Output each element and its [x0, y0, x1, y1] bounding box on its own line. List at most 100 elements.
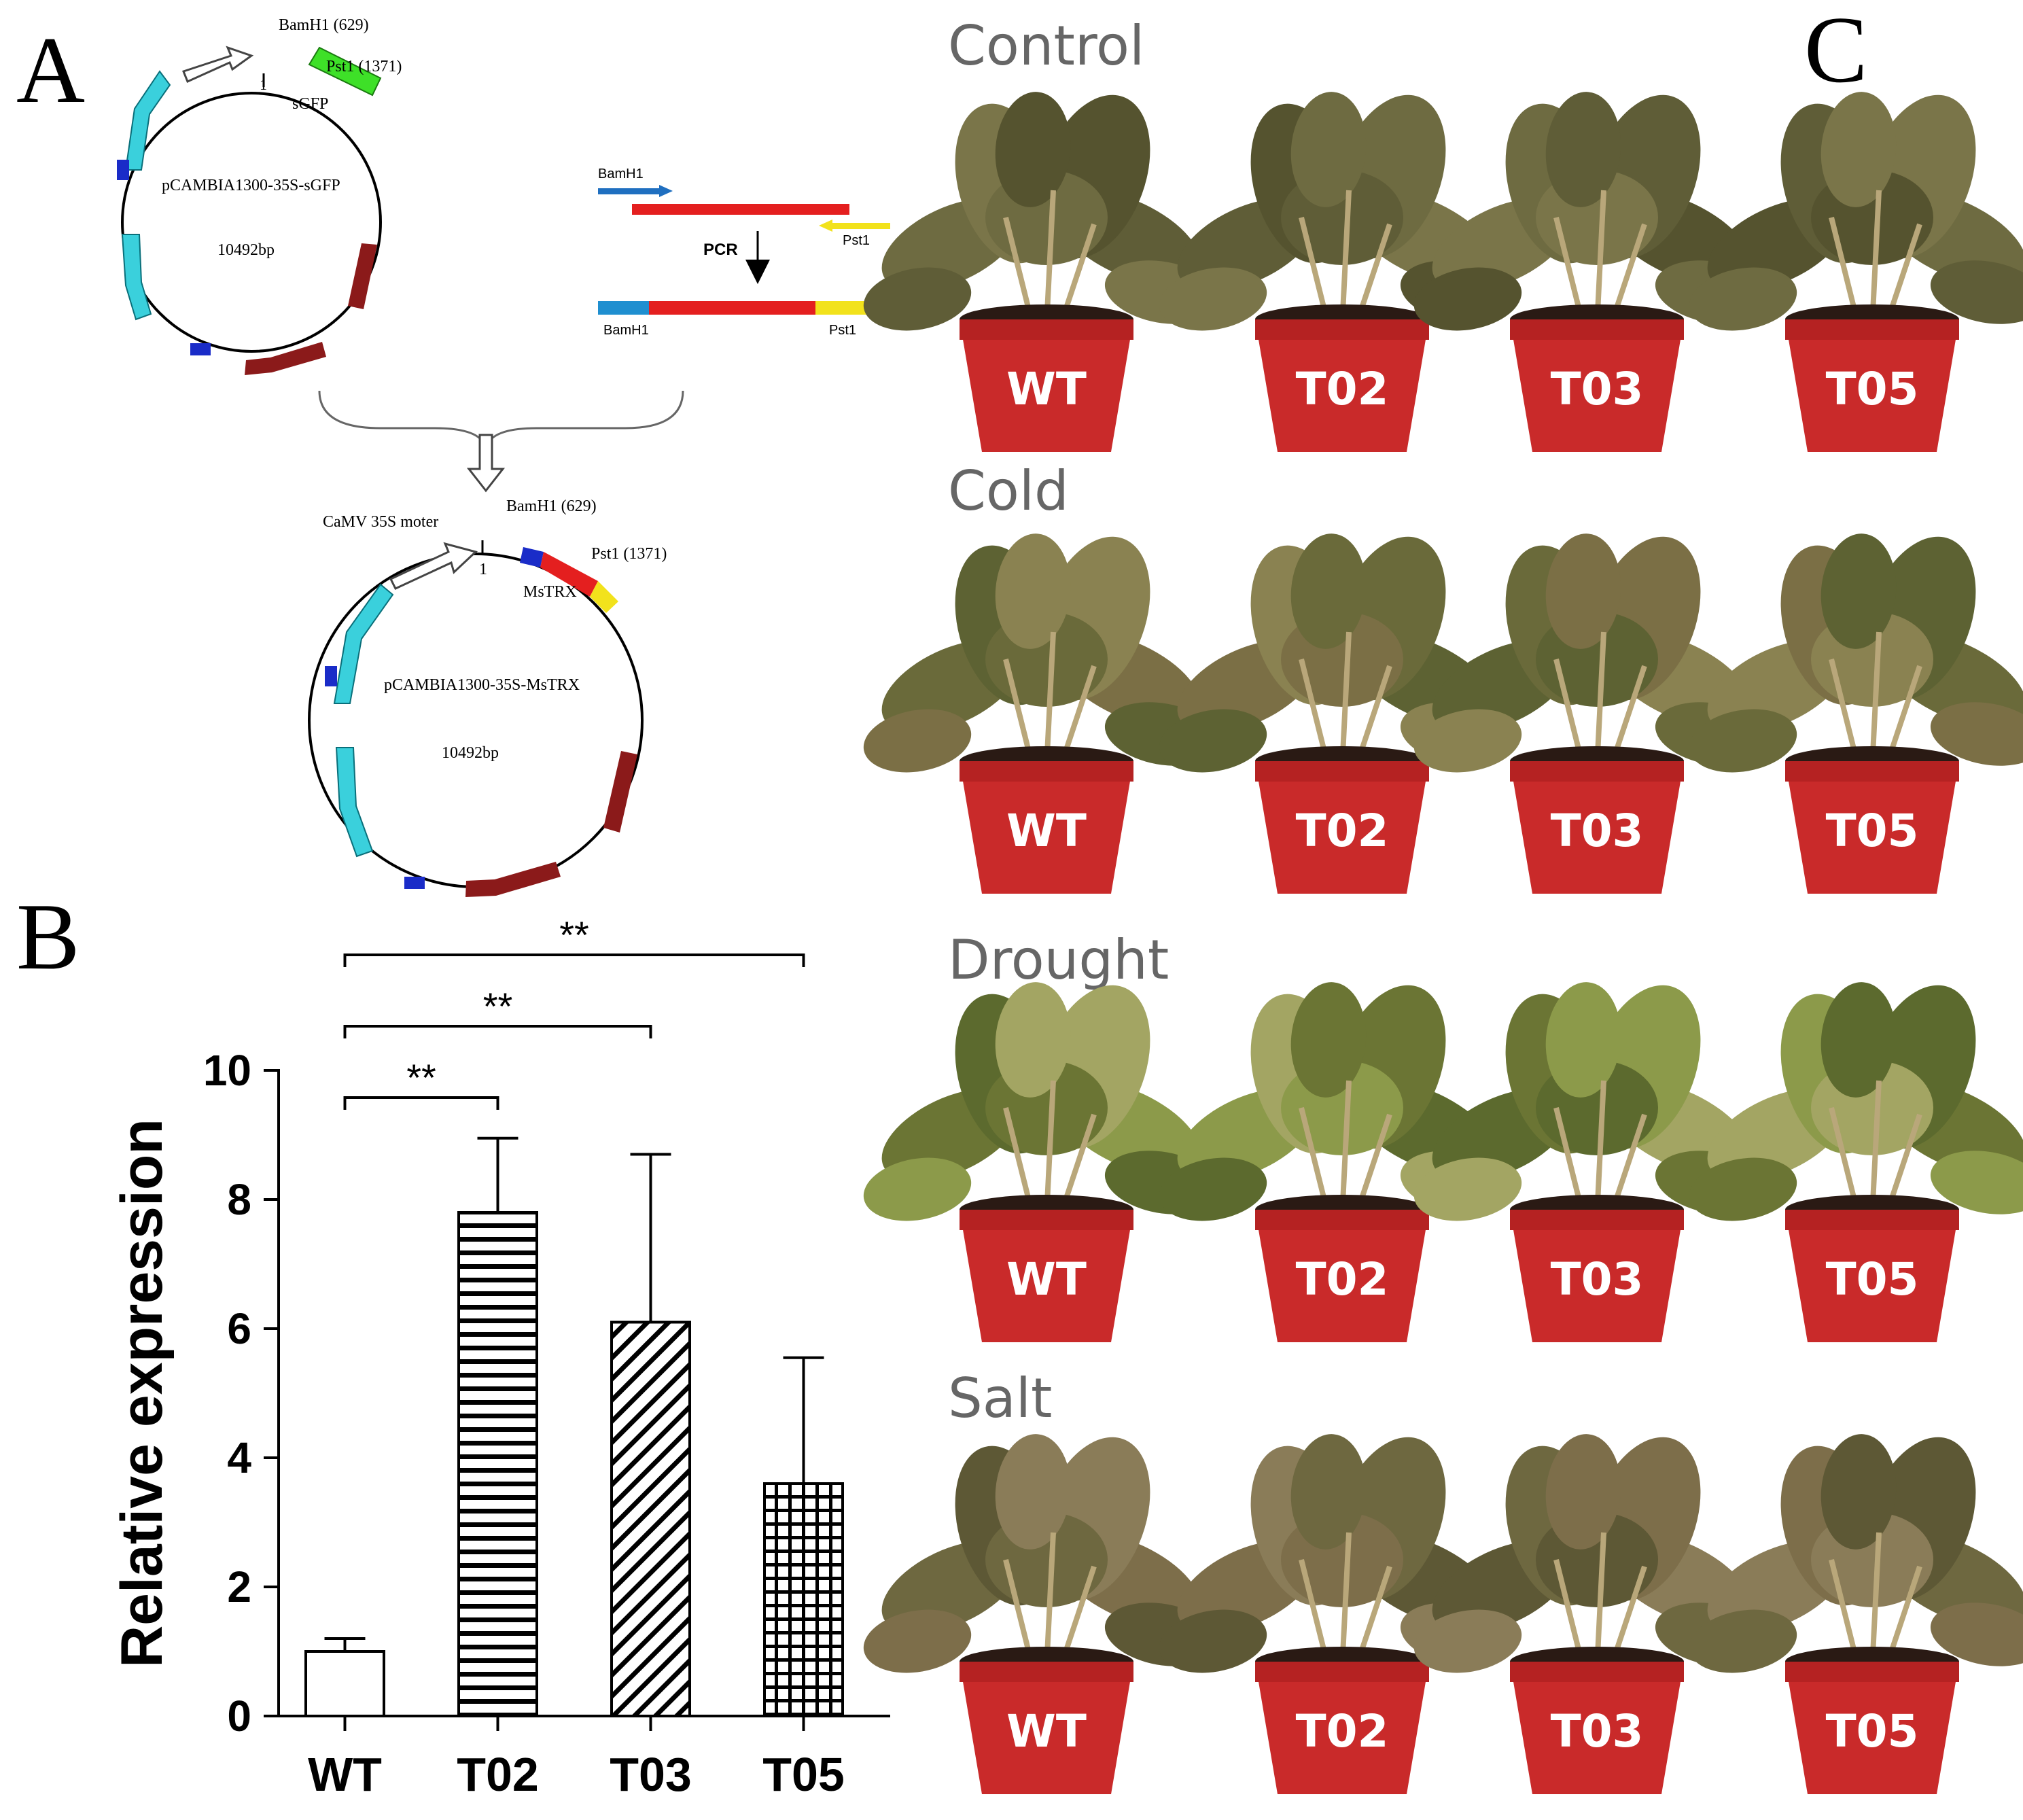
pot [1785, 1210, 1959, 1342]
pot-label: WT [1006, 1253, 1087, 1306]
pot-rim [960, 319, 1133, 340]
pot-label: WT [1006, 1705, 1087, 1757]
plasmid-1-name: pCAMBIA1300-35S-sGFP [162, 177, 340, 194]
y-tick-label: 0 [227, 1692, 251, 1740]
plasmid-2-pst1-label: Pst1 (1371) [591, 545, 667, 563]
leaf [995, 982, 1071, 1098]
plant-wt: WT [863, 982, 1220, 1342]
significance-bracket [343, 1025, 652, 1038]
pot [1785, 319, 1959, 452]
pot [1510, 761, 1684, 894]
plant-t05: T05 [1689, 533, 2023, 894]
leaf [1413, 267, 1522, 331]
y-tick-label: 8 [227, 1175, 251, 1224]
leaf [1689, 1609, 1797, 1673]
leaf [1689, 709, 1797, 773]
leaf [1290, 1434, 1367, 1550]
condition-label: Drought [948, 928, 1169, 992]
pot-rim [960, 761, 1133, 782]
leaf [863, 1157, 972, 1221]
darkred-segment-3 [603, 751, 637, 833]
leaf [1820, 92, 1897, 207]
pot-rim [1255, 1662, 1429, 1682]
product-bamh1 [598, 301, 649, 315]
leaf [1413, 1157, 1522, 1221]
pot-rim [1255, 319, 1429, 340]
blue-marker-1 [117, 160, 129, 180]
plasmid-2-name: pCAMBIA1300-35S-MsTRX [384, 676, 580, 694]
condition-label: Cold [948, 459, 1069, 523]
cyan-segment-3 [333, 583, 394, 704]
leaf [1820, 533, 1897, 649]
leaf [863, 267, 972, 331]
condition-row-cold: Cold WT T02 T03 T05 [863, 459, 2023, 894]
leaf [1290, 533, 1367, 649]
pcr-step-label: PCR [703, 241, 738, 259]
pot-rim [1510, 319, 1684, 340]
plant-t05: T05 [1689, 982, 2023, 1342]
leaf [1159, 267, 1267, 331]
darkred-segment-4 [465, 862, 561, 897]
plasmid-1-map: 1 BamH1 (629) Pst1 (1371) sGFP pCAMBIA13… [117, 16, 402, 375]
pot [1255, 1210, 1429, 1342]
plasmid-2-bamh1-label: BamH1 (629) [506, 497, 597, 515]
condition-row-salt: Salt WT T02 T03 T05 [863, 1367, 2023, 1794]
bar-wt [304, 1650, 385, 1717]
plasmid-1-gene-label: sGFP [292, 95, 328, 113]
leaf [1689, 1157, 1797, 1221]
primer-reverse [832, 223, 890, 229]
leaf [1820, 982, 1897, 1098]
pot-rim [960, 1662, 1133, 1682]
y-axis-label: Relative expression [109, 1119, 175, 1668]
leaf [1930, 1603, 2023, 1666]
template-strand [632, 204, 849, 215]
significance-label: ** [483, 985, 513, 1028]
plant-wt: WT [863, 92, 1220, 452]
pot-label: T05 [1826, 805, 1919, 857]
primer-forward [598, 188, 659, 194]
plant-t03: T03 [1413, 92, 1770, 452]
leaf [1159, 1609, 1267, 1673]
pot-rim [960, 1210, 1133, 1230]
panel-b-chart: 0 2 4 6 8 10 Relative expression WT T02 T03 T05 ** *… [109, 913, 890, 1801]
leaf [1930, 1151, 2023, 1214]
blue-marker-2 [190, 343, 211, 355]
cyan-segment-4 [335, 747, 374, 858]
leaf [1545, 533, 1621, 649]
pot [1510, 1210, 1684, 1342]
plant-t02: T02 [1159, 982, 1515, 1342]
plasmid-1-size: 10492bp [217, 241, 275, 259]
panel-a: 1 BamH1 (629) Pst1 (1371) sGFP pCAMBIA13… [117, 16, 890, 897]
plant-t05: T05 [1689, 92, 2023, 452]
pot [1255, 1662, 1429, 1794]
x-tick-label: T03 [610, 1748, 692, 1801]
pot-label: T02 [1296, 1253, 1389, 1306]
leaf [1820, 1434, 1897, 1550]
promoter-arrow-2 [389, 542, 478, 590]
darkred-segment-2 [245, 342, 326, 375]
leaf [1689, 267, 1797, 331]
leaf [995, 1434, 1071, 1550]
pot-rim [1255, 1210, 1429, 1230]
y-tick-label: 10 [203, 1046, 251, 1095]
pot-rim [1510, 761, 1684, 782]
condition-row-drought: Drought WT T02 T03 T05 [863, 928, 2023, 1342]
pot-rim [1510, 1662, 1684, 1682]
x-tick-label: T05 [762, 1748, 845, 1801]
panel-label-a: A [16, 18, 85, 123]
pot-label: T05 [1826, 1253, 1919, 1306]
pot [1510, 319, 1684, 452]
plasmid-2-size: 10492bp [442, 744, 499, 762]
pot [1785, 1662, 1959, 1794]
pot-rim [1785, 761, 1959, 782]
ligation-arrow [466, 434, 506, 493]
bar-t03 [610, 1320, 691, 1717]
leaf [1413, 709, 1522, 773]
plasmid-2-promoter-label: CaMV 35S moter [323, 513, 438, 531]
panel-label-b: B [16, 884, 80, 990]
plasmid-1-origin: 1 [260, 76, 267, 93]
x-tick-label: T02 [457, 1748, 539, 1801]
significance-label: ** [559, 913, 589, 956]
pot [960, 1662, 1133, 1794]
